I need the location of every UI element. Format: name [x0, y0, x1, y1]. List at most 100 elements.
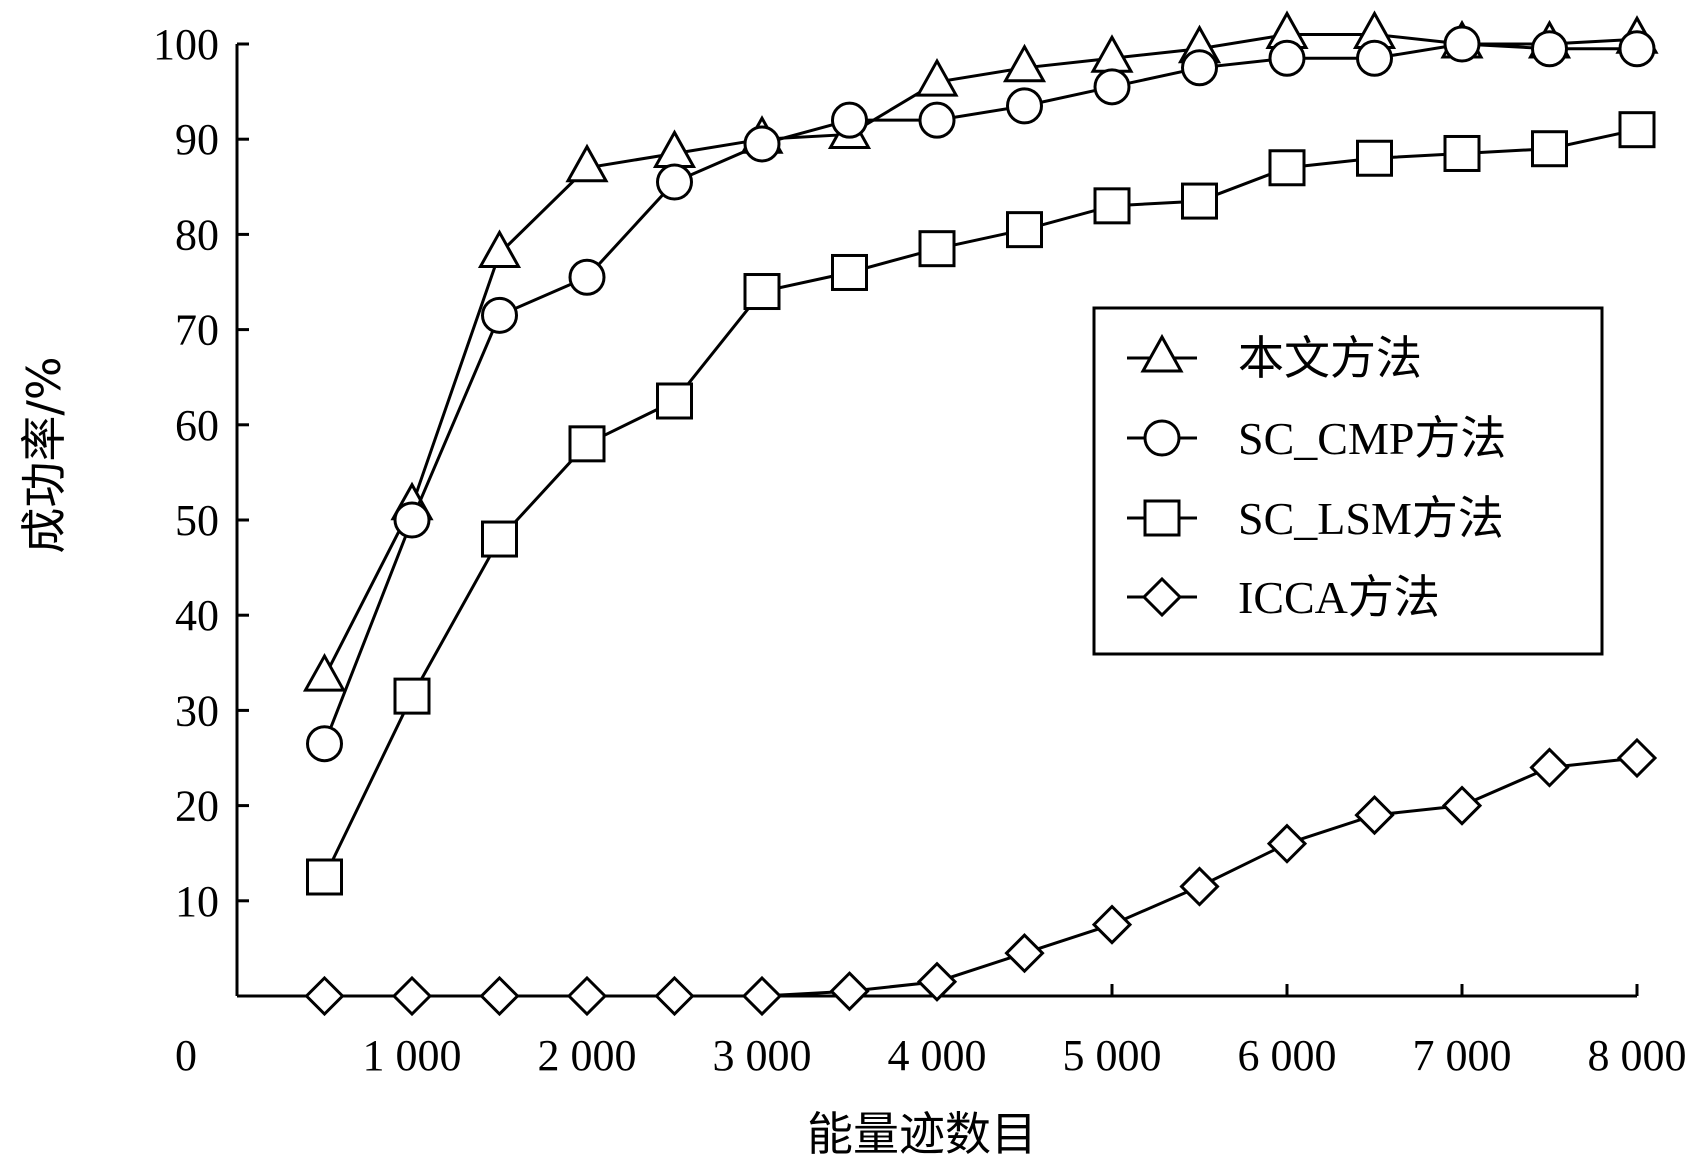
x-tick-label: 5 000	[1063, 1031, 1162, 1080]
legend-item: SC_CMP方法	[1127, 413, 1506, 464]
data-point-circle	[743, 125, 781, 163]
x-tick-label: 4 000	[888, 1031, 987, 1080]
data-point-circle	[1006, 87, 1043, 125]
legend-marker-square	[1143, 499, 1181, 537]
legend-label: SC_LSM方法	[1238, 493, 1504, 544]
data-point-square	[1268, 149, 1306, 187]
data-point-square	[831, 253, 868, 291]
data-point-diamond	[391, 975, 433, 1017]
data-point-triangle	[477, 229, 522, 268]
y-tick-label: 60	[175, 401, 219, 450]
y-tick-label: 90	[175, 115, 219, 164]
legend-item: ICCA方法	[1127, 572, 1440, 623]
data-point-triangle	[915, 58, 959, 97]
data-point-diamond	[1091, 904, 1133, 945]
data-point-square	[568, 425, 606, 463]
series-line	[323, 128, 1638, 878]
data-point-circle	[1181, 49, 1218, 87]
data-point-circle	[1531, 30, 1568, 68]
y-tick-label: 30	[175, 686, 219, 735]
data-point-diamond	[304, 975, 345, 1017]
y-tick-label: 50	[175, 496, 219, 545]
data-point-circle	[1356, 39, 1393, 77]
data-point-triangle	[302, 653, 347, 692]
data-point-square	[1531, 130, 1568, 168]
series-layer	[302, 10, 1659, 1017]
data-point-square	[393, 677, 431, 715]
series-4	[304, 737, 1658, 1017]
y-tick-label: 100	[153, 20, 219, 69]
data-point-diamond	[916, 961, 958, 1002]
legend-label: 本文方法	[1238, 333, 1422, 384]
x-axis-title: 能量迹数目	[807, 1107, 1037, 1161]
y-tick-label: 10	[175, 877, 219, 926]
series-line	[324, 756, 1638, 998]
x-tick-label: 6 000	[1238, 1031, 1337, 1080]
series-line	[323, 32, 1638, 678]
data-point-diamond	[1529, 747, 1570, 788]
data-point-circle	[1443, 25, 1481, 63]
data-point-diamond	[1616, 737, 1658, 779]
data-point-square	[1443, 134, 1481, 172]
x-axis-ticks: 1 000 2 000 3 000 4 000 5 000 6 000 7 000 8 000	[363, 984, 1687, 1080]
data-point-diamond	[479, 975, 520, 1017]
data-point-circle	[393, 501, 431, 539]
legend-item: 本文方法	[1127, 333, 1422, 384]
data-point-diamond	[1004, 933, 1045, 974]
legend-marker-diamond	[1141, 576, 1183, 618]
data-point-triangle	[1002, 43, 1047, 83]
y-axis-ticks: 10 20 30 40 50 60 70 80 90 100	[153, 20, 249, 926]
origin-label: 0	[175, 1031, 197, 1080]
y-tick-label: 20	[175, 782, 219, 831]
data-point-diamond	[1354, 794, 1395, 836]
data-point-circle	[1268, 39, 1306, 77]
data-point-square	[1618, 111, 1656, 149]
data-point-triangle	[565, 143, 609, 183]
legend-label: SC_CMP方法	[1238, 413, 1506, 464]
legend-marker-circle	[1143, 419, 1181, 457]
series-3	[306, 111, 1656, 896]
x-tick-label: 2 000	[538, 1031, 637, 1080]
data-point-diamond	[1179, 866, 1220, 907]
data-point-circle	[918, 101, 956, 139]
data-point-circle	[481, 296, 518, 334]
legend-item: SC_LSM方法	[1127, 493, 1504, 544]
x-tick-label: 7 000	[1413, 1031, 1512, 1080]
data-point-square	[1181, 182, 1218, 220]
data-point-square	[656, 382, 693, 420]
data-point-diamond	[654, 975, 695, 1017]
data-point-diamond	[741, 975, 783, 1017]
data-point-circle	[831, 101, 868, 139]
data-point-diamond	[566, 975, 608, 1017]
x-tick-label: 8 000	[1588, 1031, 1687, 1080]
data-point-square	[1006, 211, 1043, 249]
x-tick-label: 1 000	[363, 1031, 462, 1080]
data-point-square	[481, 520, 518, 558]
data-point-diamond	[1441, 785, 1483, 826]
y-tick-label: 40	[175, 591, 219, 640]
data-point-circle	[306, 725, 343, 763]
y-tick-label: 80	[175, 210, 219, 259]
data-point-square	[306, 858, 343, 896]
data-point-square	[918, 230, 956, 268]
legend: 本文方法 SC_CMP方法 SC_LSM方法 ICCA方法	[1092, 306, 1604, 656]
data-point-triangle	[652, 129, 697, 168]
data-point-diamond	[1266, 823, 1308, 864]
data-point-circle	[568, 258, 606, 296]
y-tick-label: 70	[175, 306, 219, 355]
data-point-circle	[1093, 68, 1131, 106]
legend-marker-triangle	[1140, 333, 1184, 373]
data-point-square	[743, 273, 781, 311]
data-point-triangle	[1090, 34, 1134, 73]
data-point-diamond	[829, 971, 870, 1012]
legend-label: ICCA方法	[1238, 572, 1440, 623]
data-point-circle	[656, 163, 693, 201]
series-line	[323, 42, 1637, 745]
y-axis-title: 成功率/%	[17, 356, 71, 553]
x-tick-label: 3 000	[713, 1031, 812, 1080]
data-point-circle	[1618, 30, 1656, 68]
series-2	[306, 25, 1656, 763]
data-point-square	[1093, 187, 1131, 225]
data-point-square	[1356, 139, 1393, 177]
